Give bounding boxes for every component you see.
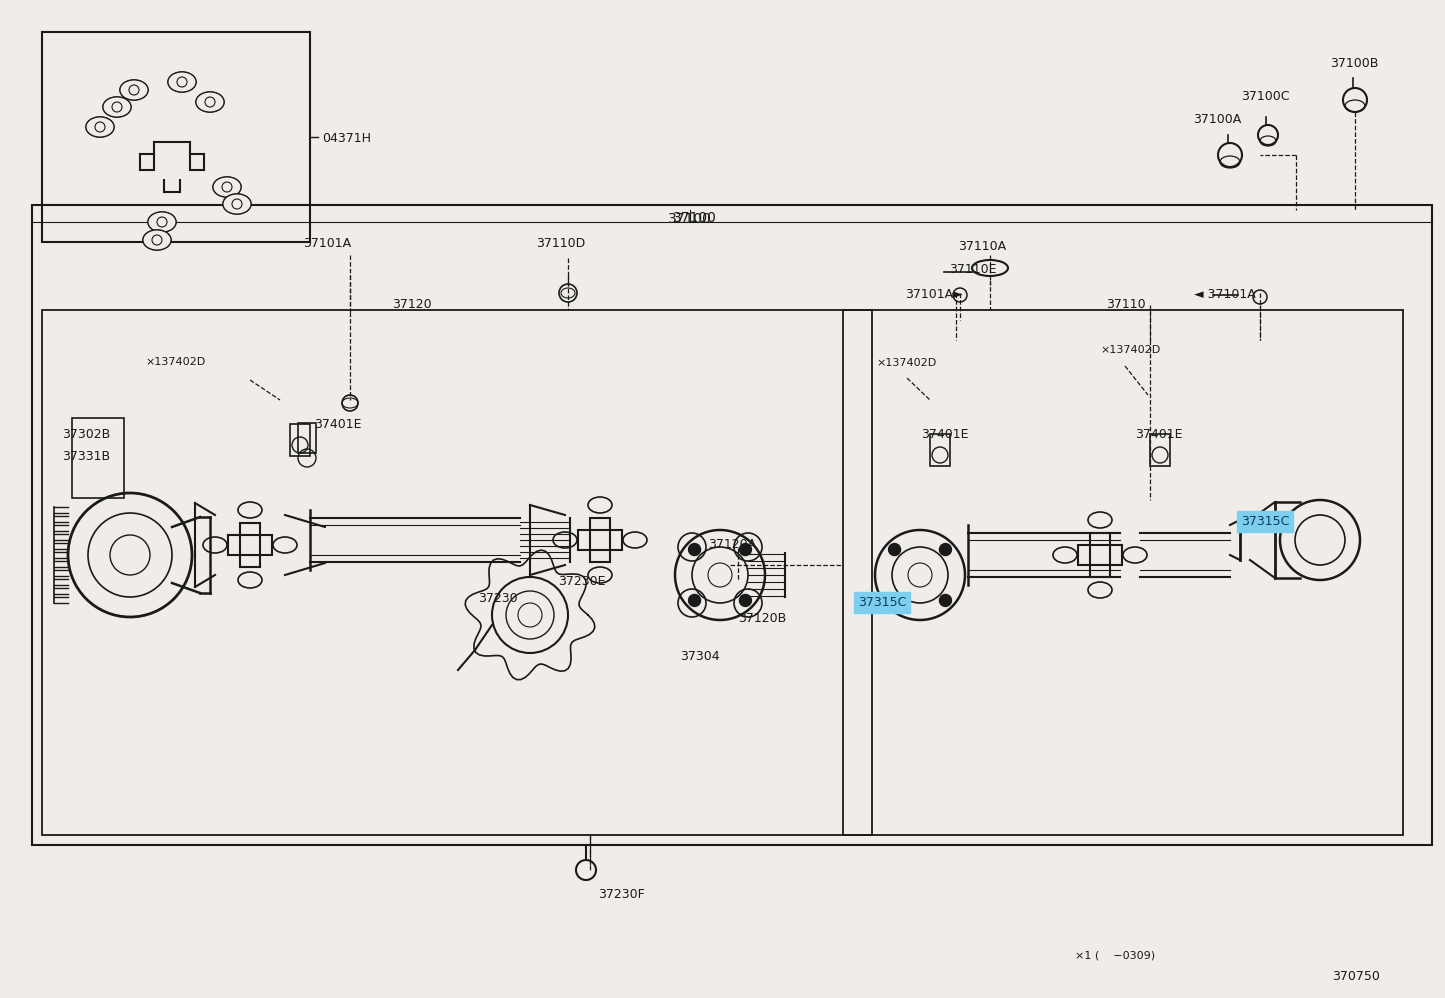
Text: 37101A: 37101A bbox=[303, 237, 351, 250]
Circle shape bbox=[740, 544, 751, 556]
Text: 37401E: 37401E bbox=[314, 418, 361, 431]
Text: 37100B: 37100B bbox=[1329, 57, 1379, 70]
Text: ×137402D: ×137402D bbox=[1100, 345, 1160, 355]
Text: 04371H: 04371H bbox=[322, 132, 371, 145]
Text: 37401E: 37401E bbox=[1134, 428, 1182, 441]
Bar bbox=[42, 32, 311, 242]
Bar bbox=[298, 423, 316, 453]
Bar bbox=[1150, 434, 1170, 466]
Bar bbox=[931, 434, 949, 466]
Text: ×1 (    −0309): ×1 ( −0309) bbox=[1075, 950, 1155, 960]
Text: 37230: 37230 bbox=[478, 592, 517, 605]
Text: 37331B: 37331B bbox=[62, 450, 110, 463]
Text: 37315C: 37315C bbox=[1241, 515, 1289, 528]
Ellipse shape bbox=[168, 72, 197, 92]
Text: 37304: 37304 bbox=[681, 650, 720, 663]
Circle shape bbox=[889, 544, 900, 556]
Text: ×137402D: ×137402D bbox=[876, 358, 936, 368]
Bar bbox=[32, 205, 1432, 845]
Ellipse shape bbox=[147, 212, 176, 232]
Bar bbox=[240, 523, 260, 567]
Circle shape bbox=[939, 595, 951, 607]
Circle shape bbox=[889, 595, 900, 607]
Bar bbox=[842, 310, 1403, 835]
Bar bbox=[290, 424, 311, 456]
Circle shape bbox=[740, 595, 751, 607]
Bar bbox=[42, 310, 871, 835]
Text: 37302B: 37302B bbox=[62, 428, 110, 441]
Bar bbox=[590, 518, 610, 562]
Ellipse shape bbox=[120, 80, 147, 100]
Ellipse shape bbox=[223, 194, 251, 214]
Circle shape bbox=[689, 544, 701, 556]
Text: 37100: 37100 bbox=[673, 211, 717, 225]
Circle shape bbox=[939, 544, 951, 556]
Ellipse shape bbox=[197, 92, 224, 112]
Text: 37110D: 37110D bbox=[536, 237, 585, 250]
Text: 37110A: 37110A bbox=[958, 240, 1006, 253]
Text: 37100A: 37100A bbox=[1194, 113, 1241, 126]
Text: 37230F: 37230F bbox=[598, 888, 644, 901]
Circle shape bbox=[689, 595, 701, 607]
Text: 37230E: 37230E bbox=[558, 575, 605, 588]
Bar bbox=[228, 535, 272, 555]
Ellipse shape bbox=[212, 177, 241, 197]
Text: 37110: 37110 bbox=[1105, 298, 1146, 311]
Bar bbox=[72, 418, 124, 498]
Text: 37110E: 37110E bbox=[949, 263, 997, 276]
Text: 37315C: 37315C bbox=[858, 596, 906, 609]
Text: 37100: 37100 bbox=[668, 212, 712, 226]
Ellipse shape bbox=[143, 230, 171, 250]
Text: 37120A: 37120A bbox=[708, 538, 756, 551]
Ellipse shape bbox=[87, 117, 114, 137]
Ellipse shape bbox=[103, 97, 131, 117]
Bar bbox=[1078, 545, 1121, 565]
Text: 37401E: 37401E bbox=[920, 428, 968, 441]
Text: ×137402D: ×137402D bbox=[144, 357, 205, 367]
Text: 370750: 370750 bbox=[1332, 970, 1380, 983]
Text: 37100C: 37100C bbox=[1241, 90, 1289, 103]
Text: 37120B: 37120B bbox=[738, 612, 786, 625]
Bar bbox=[578, 530, 621, 550]
Text: ◄ 37101A: ◄ 37101A bbox=[1194, 288, 1256, 301]
Text: 37101A►: 37101A► bbox=[905, 288, 962, 301]
Text: 37120: 37120 bbox=[392, 298, 432, 311]
Bar bbox=[1090, 533, 1110, 577]
